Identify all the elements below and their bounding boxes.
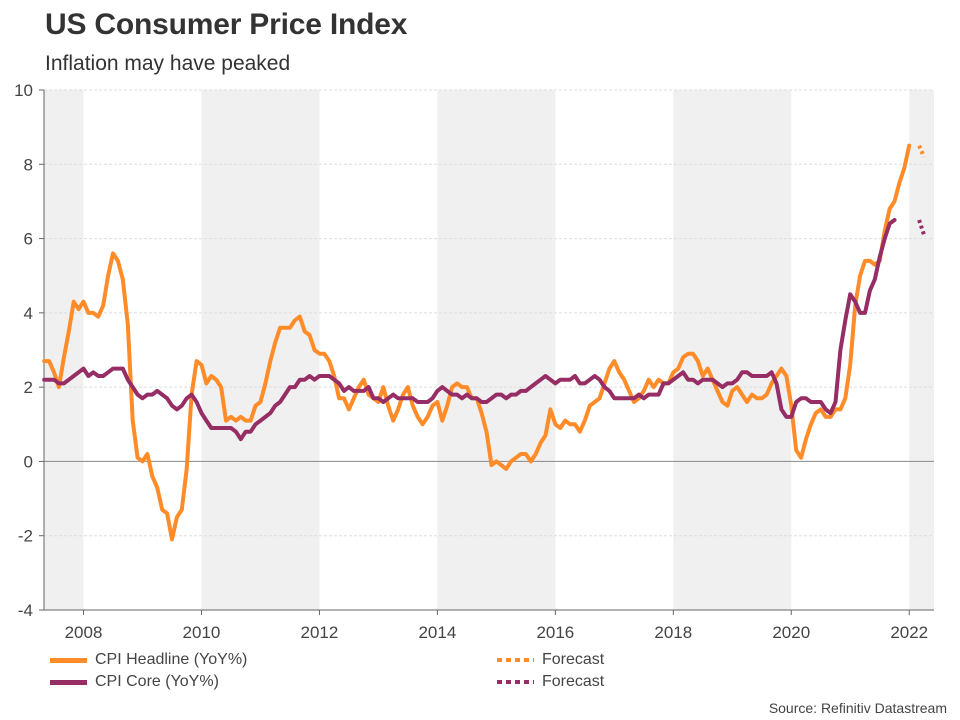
- source-note: Source: Refinitiv Datastream: [768, 700, 947, 716]
- y-tick-label: 0: [24, 452, 33, 471]
- y-tick-label: 6: [24, 230, 33, 249]
- x-tick-label: 2008: [65, 623, 103, 642]
- forecast-line-core: [917, 219, 926, 236]
- x-tick-label: 2012: [301, 623, 339, 642]
- shaded-band: [201, 90, 320, 610]
- shaded-band: [437, 90, 556, 610]
- legend-label-headline-forecast: Forecast: [542, 651, 605, 668]
- y-tick-label: -4: [18, 601, 33, 620]
- legend-item-headline-forecast: Forecast: [497, 651, 604, 669]
- shaded-band: [909, 90, 934, 610]
- y-tick-label: 2: [24, 378, 33, 397]
- x-tick-label: 2022: [890, 623, 928, 642]
- legend-label-core: CPI Core (YoY%): [95, 673, 219, 690]
- x-tick-label: 2018: [654, 623, 692, 642]
- x-tick-label: 2020: [772, 623, 810, 642]
- legend-item-core-forecast: Forecast: [497, 673, 604, 691]
- y-tick-label: 10: [14, 81, 33, 100]
- forecast-line-headline: [917, 144, 926, 158]
- x-tick-label: 2014: [418, 623, 456, 642]
- legend-label-core-forecast: Forecast: [542, 673, 605, 690]
- x-tick-label: 2010: [183, 623, 221, 642]
- legend-item-headline: CPI Headline (YoY%): [50, 651, 247, 669]
- legend-swatch-core-forecast: [497, 680, 534, 684]
- y-tick-label: 4: [24, 304, 33, 323]
- y-tick-label: -2: [18, 527, 33, 546]
- legend-swatch-headline: [50, 657, 87, 663]
- chart-subtitle: Inflation may have peaked: [45, 52, 291, 75]
- legend-item-core: CPI Core (YoY%): [50, 673, 219, 691]
- legend-label-headline: CPI Headline (YoY%): [95, 651, 248, 668]
- shaded-band: [673, 90, 792, 610]
- legend-swatch-headline-forecast: [497, 658, 534, 662]
- x-tick-label: 2016: [536, 623, 574, 642]
- legend-swatch-core: [50, 679, 87, 685]
- series-line-core: [42, 218, 897, 442]
- y-tick-label: 8: [24, 155, 33, 174]
- chart-title: US Consumer Price Index: [45, 8, 408, 41]
